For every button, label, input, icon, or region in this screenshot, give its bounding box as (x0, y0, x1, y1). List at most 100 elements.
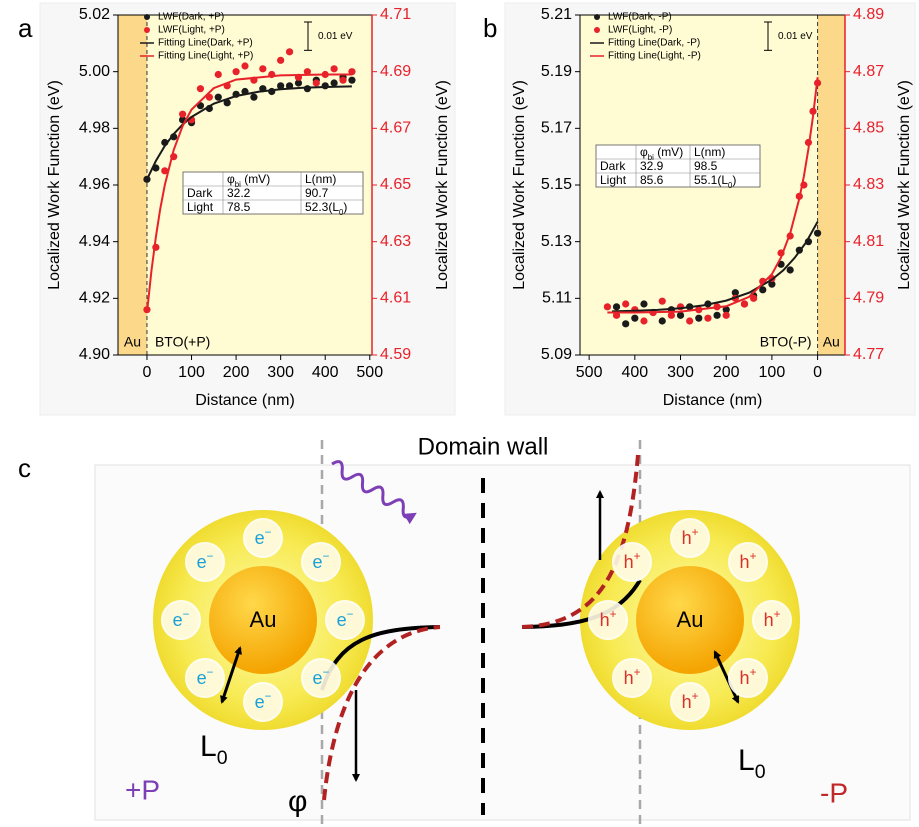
carrier-label-part: h (624, 552, 634, 572)
data-point (215, 94, 222, 101)
table-row-label: Dark (600, 159, 626, 173)
diagram-panel: Domain walle−e−e−e−e−e−e−e−Auh+h+h+h+h+h… (95, 433, 910, 825)
y-tick-label: 4.94 (79, 233, 110, 250)
data-point (286, 48, 293, 55)
x-tick-label: 0 (813, 364, 822, 381)
carrier-label-part: − (265, 690, 272, 703)
data-point (331, 79, 338, 86)
carrier-label-part: − (207, 666, 214, 679)
data-point (622, 300, 629, 307)
scale-bar-label: 0.01 eV (778, 31, 813, 42)
panel-label: c (18, 453, 31, 483)
legend-label: Fitting Line(Light, -P) (608, 51, 701, 62)
y-axis-label: Localized Work Function (eV) (511, 80, 528, 290)
table-cell-part: ) (343, 200, 347, 214)
length-label-part: 0 (755, 761, 766, 783)
data-point (313, 79, 320, 86)
carrier-label-part: h (600, 610, 610, 630)
table-header-part: (mV) (654, 145, 683, 159)
y-tick-label: 5.21 (541, 6, 572, 23)
carrier-label-part: h (624, 668, 634, 688)
legend-label: LWF(Light, -P) (608, 25, 672, 36)
figure: abcAuBTO(+P)4.904.924.944.964.985.005.02… (0, 0, 919, 827)
y2-tick-label: 4.89 (853, 6, 884, 23)
table-row-label: Dark (187, 186, 213, 200)
region-label: Au (124, 334, 141, 350)
y2-tick-label: 4.81 (853, 233, 884, 250)
y-tick-label: 5.11 (542, 290, 572, 307)
panel-label: a (18, 13, 33, 43)
chart: AuBTO(-P)5.095.115.135.155.175.195.214.7… (505, 3, 915, 415)
table-row-label: Light (187, 200, 214, 214)
data-point (640, 300, 647, 307)
data-point (613, 303, 620, 310)
y-axis-label: Localized Work Function (eV) (46, 80, 63, 290)
au-region (818, 15, 845, 355)
table-cell: 32.9 (640, 159, 664, 173)
carrier-label-part: e (313, 668, 323, 688)
data-point (241, 62, 248, 69)
data-point (787, 266, 794, 273)
carrier-label-part: e (255, 692, 265, 712)
table-cell-part: 52.3(L (305, 200, 339, 214)
carrier-label-part: h (682, 692, 692, 712)
carrier-label-part: − (265, 526, 272, 539)
data-point (331, 65, 338, 72)
x-axis-label: Distance (nm) (195, 392, 295, 409)
table-cell: 98.5 (694, 159, 718, 173)
au-region (118, 15, 147, 355)
x-tick-label: 500 (356, 364, 383, 381)
carrier-label-part: − (207, 550, 214, 563)
carrier-label-part: e (197, 552, 207, 572)
y2-axis-label: Localized Work Function (eV) (434, 80, 451, 290)
y-tick-label: 5.02 (79, 6, 110, 23)
y-tick-label: 5.15 (541, 176, 572, 193)
table-header: L(nm) (305, 172, 336, 186)
polarization-label: -P (820, 777, 848, 808)
y2-tick-label: 4.69 (380, 63, 411, 80)
data-point (179, 111, 186, 118)
panel-label: b (483, 13, 497, 43)
x-tick-label: 200 (713, 364, 740, 381)
carrier-label-part: + (692, 526, 699, 539)
data-point (339, 77, 346, 84)
table-row-label: Light (600, 173, 627, 187)
data-point (677, 312, 684, 319)
legend-label: Fitting Line(Dark, -P) (608, 38, 700, 49)
carrier-label-part: e (197, 668, 207, 688)
table-cell: 90.7 (305, 186, 329, 200)
data-point (215, 71, 222, 78)
data-point (686, 317, 693, 324)
carrier-label-part: + (692, 690, 699, 703)
y2-tick-label: 4.85 (853, 120, 884, 137)
data-point (631, 315, 638, 322)
sample-label: BTO(-P) (760, 334, 812, 350)
data-point (814, 230, 821, 237)
table-cell: 32.2 (227, 186, 251, 200)
data-point (640, 317, 647, 324)
y-tick-label: 5.09 (541, 346, 572, 363)
y2-tick-label: 4.65 (380, 176, 411, 193)
legend-label: Fitting Line(Light, +P) (158, 51, 253, 62)
sample-label: BTO(+P) (155, 334, 210, 350)
carrier-label-part: + (634, 550, 641, 563)
data-point (232, 68, 239, 75)
legend-marker (594, 14, 600, 20)
x-tick-label: 400 (621, 364, 648, 381)
data-point (250, 94, 257, 101)
carrier-label-part: − (183, 608, 190, 621)
legend-label: LWF(Dark, -P) (608, 12, 672, 23)
x-tick-label: 300 (667, 364, 694, 381)
data-point (741, 300, 748, 307)
y2-tick-label: 4.87 (853, 63, 884, 80)
y-tick-label: 5.00 (79, 63, 110, 80)
y2-tick-label: 4.71 (380, 6, 411, 23)
carrier-label-part: − (323, 550, 330, 563)
carrier-label-part: h (740, 552, 750, 572)
carrier-label-part: + (634, 666, 641, 679)
polarization-label: +P (125, 774, 160, 805)
y2-tick-label: 4.59 (380, 346, 411, 363)
x-tick-label: 500 (576, 364, 603, 381)
